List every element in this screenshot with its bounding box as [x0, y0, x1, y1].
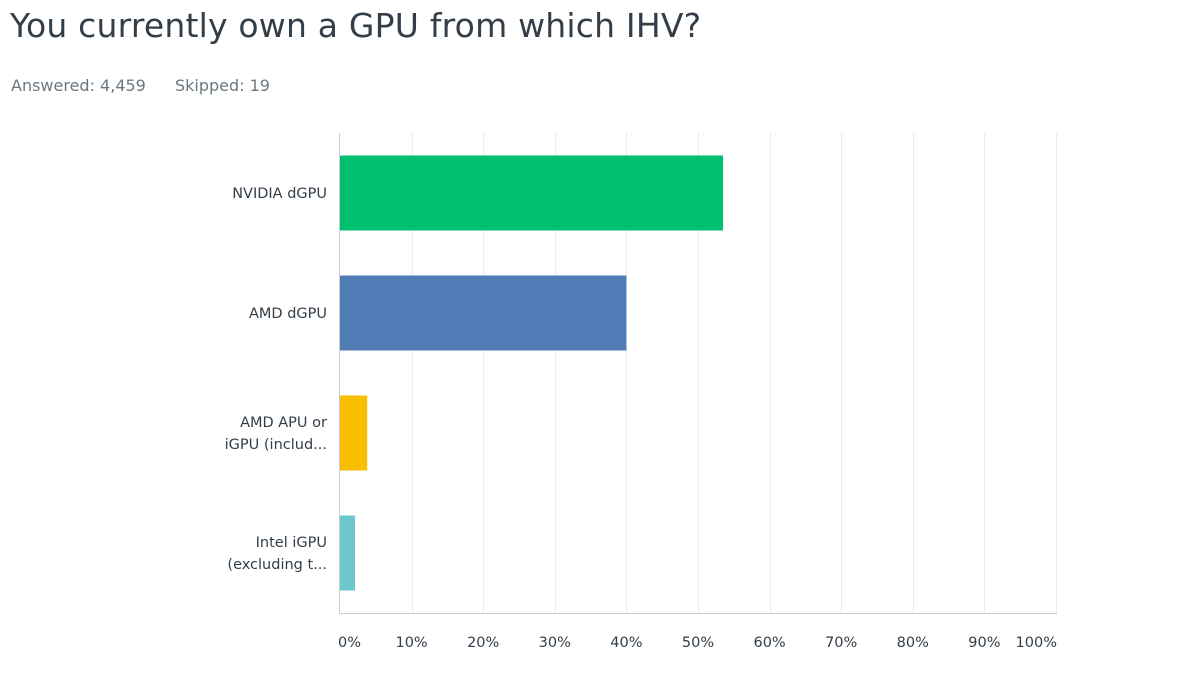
bar[interactable]: [340, 275, 627, 351]
category-label: AMD dGPU: [249, 306, 327, 322]
category-label: (excluding t...: [227, 557, 327, 573]
axes: [339, 133, 1057, 614]
category-labels: NVIDIA dGPU AMD dGPU AMD APU or iGPU (inclu…: [225, 186, 327, 573]
tick-label: 20%: [467, 635, 499, 651]
bar[interactable]: [340, 395, 368, 471]
tick-label: 60%: [753, 635, 785, 651]
question-title: You currently own a GPU from which IHV?: [10, 6, 702, 45]
category-label: AMD APU or: [240, 415, 327, 431]
skipped-count: Skipped: 19: [174, 76, 270, 95]
bars: [340, 155, 724, 591]
tick-label: 30%: [539, 635, 571, 651]
tick-label: 50%: [682, 635, 714, 651]
category-label: NVIDIA dGPU: [232, 186, 327, 202]
category-label: Intel iGPU: [256, 535, 327, 551]
tick-label: 90%: [968, 635, 1000, 651]
tick-label: 70%: [825, 635, 857, 651]
tick-label: 40%: [610, 635, 642, 651]
bar[interactable]: [340, 515, 356, 591]
tick-label: 0%: [338, 635, 361, 651]
tick-label: 10%: [395, 635, 427, 651]
answered-count: Answered: 4,459: [11, 76, 146, 95]
tick-label: 80%: [897, 635, 929, 651]
category-label: iGPU (includ...: [225, 437, 327, 453]
bar[interactable]: [340, 155, 724, 231]
response-stats: Answered: 4,459 Skipped: 19: [11, 76, 270, 95]
tick-label: 100%: [1016, 635, 1057, 651]
tick-labels: 0% 10% 20% 30% 40% 50% 60% 70% 80% 90% 100%: [338, 635, 1057, 651]
